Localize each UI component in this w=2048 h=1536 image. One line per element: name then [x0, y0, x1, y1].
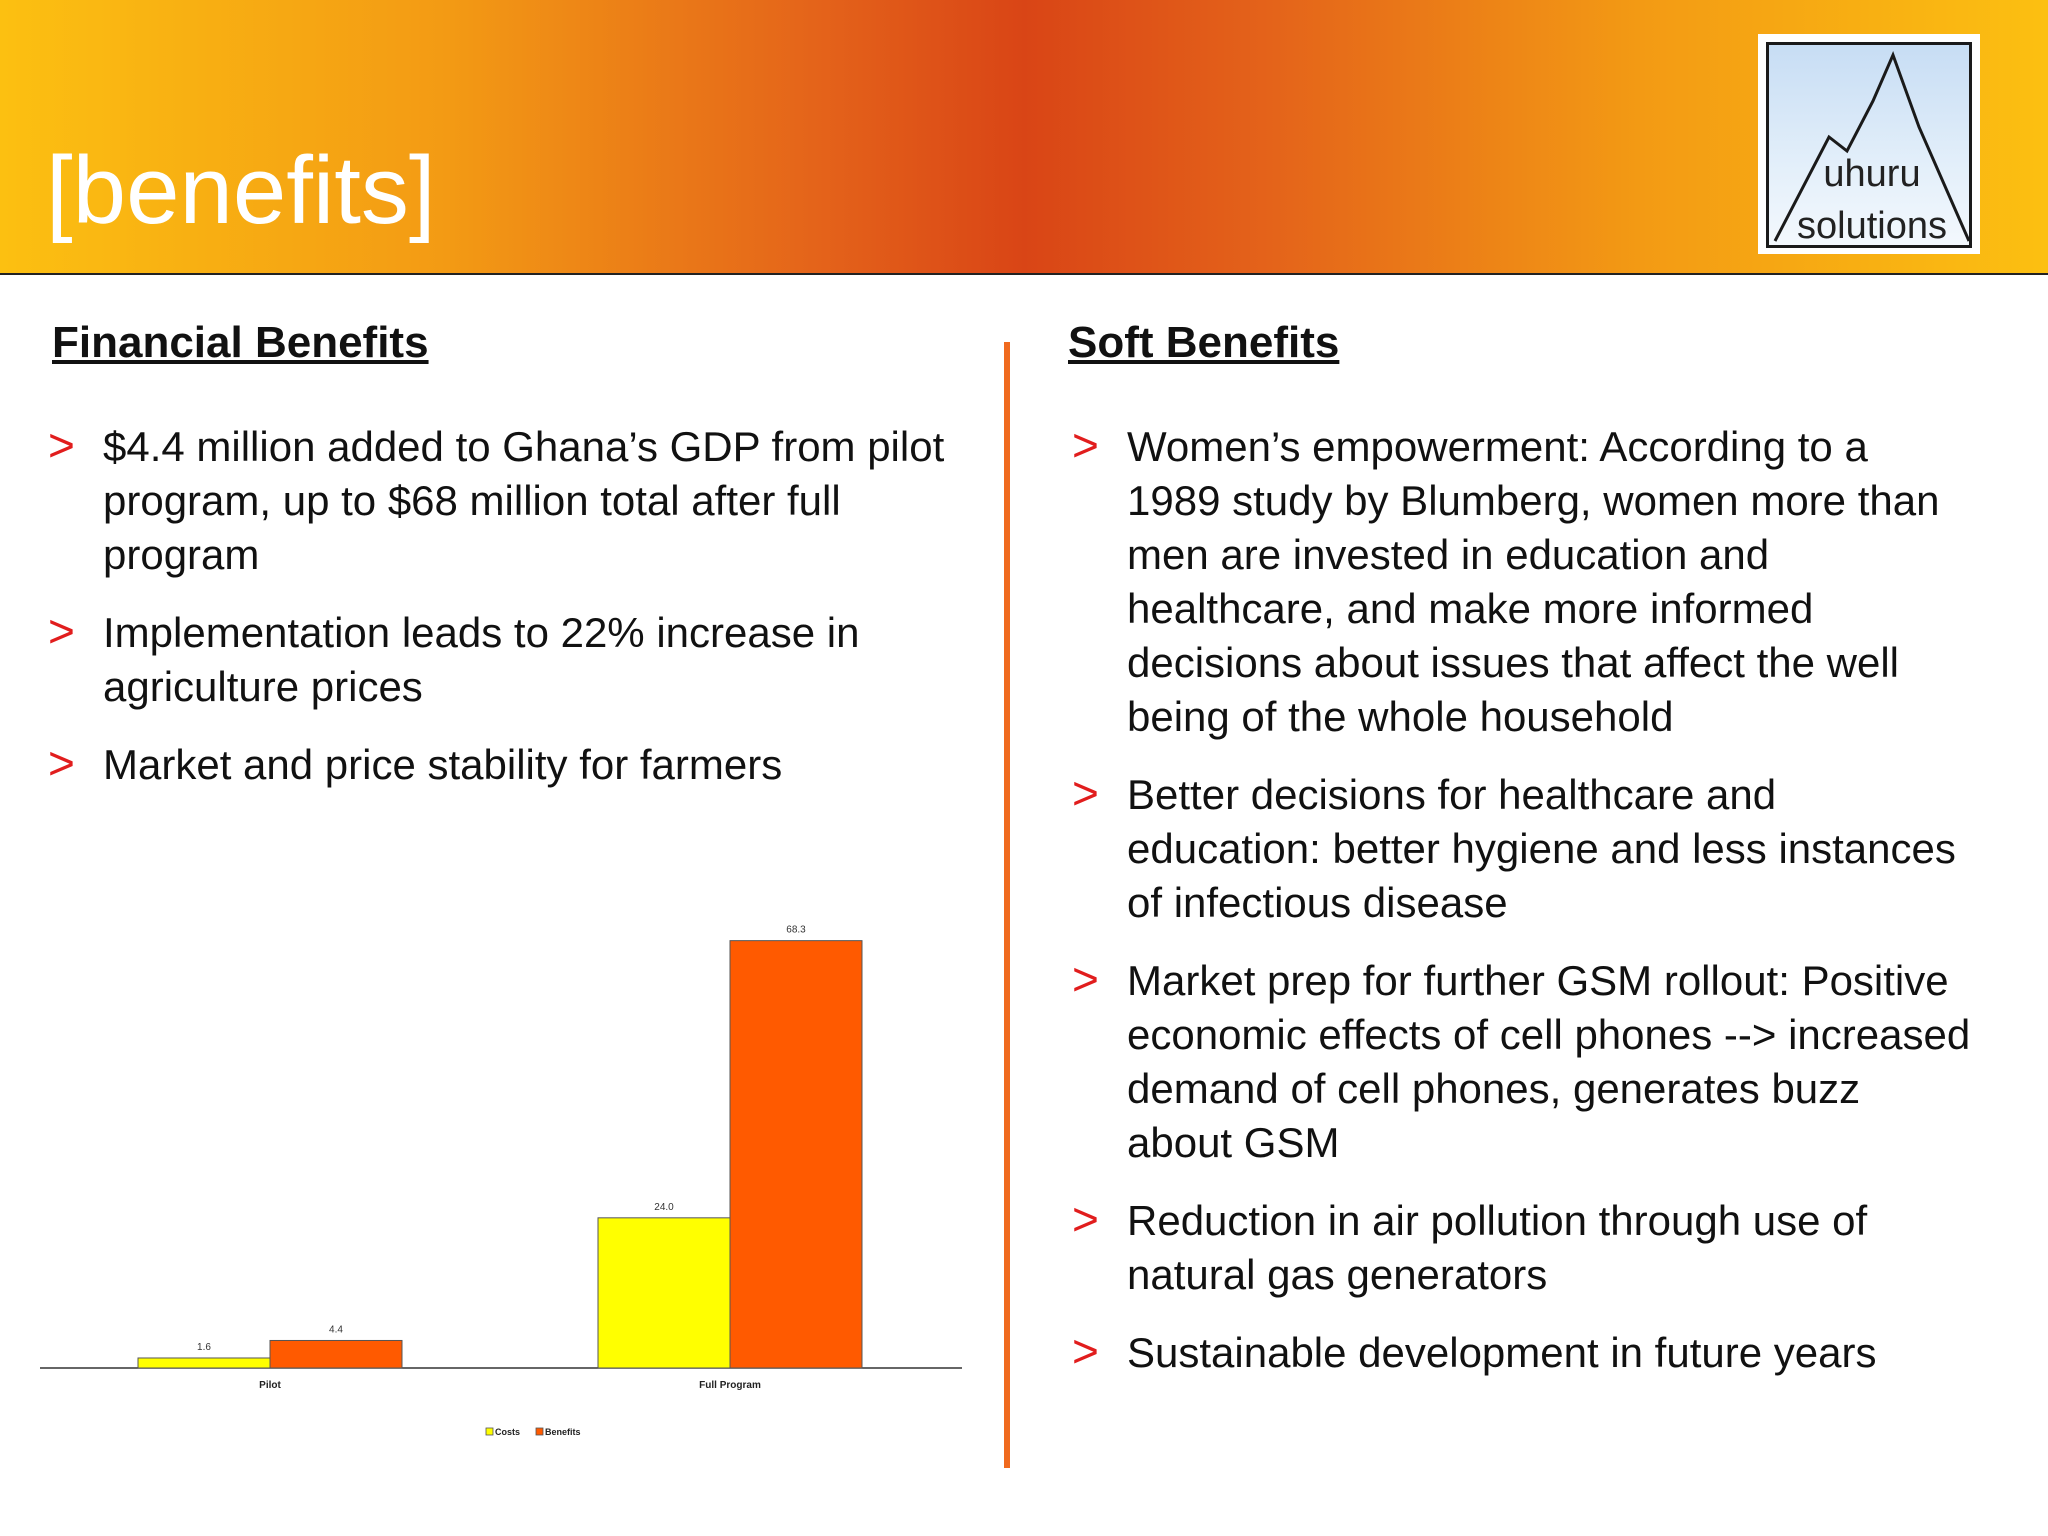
list-item: > Implementation leads to 22% increase in…	[48, 605, 948, 714]
list-item-text: Better decisions for healthcare and educ…	[1127, 771, 1956, 926]
x-tick-label: Full Program	[699, 1380, 761, 1391]
list-item-text: Women’s empowerment: According to a 1989…	[1127, 423, 1940, 740]
bullet-arrow-icon: >	[48, 605, 75, 657]
logo-text-line1: uhuru	[1823, 153, 1921, 195]
list-item: > Market prep for further GSM rollout: Po…	[1072, 953, 1972, 1170]
mountain-icon	[1773, 50, 1971, 242]
bar-costs	[597, 1217, 731, 1369]
bullet-arrow-icon: >	[1072, 1325, 1099, 1377]
data-label: 4.4	[329, 1324, 343, 1335]
uhuru-solutions-logo: uhuru solutions	[1758, 34, 1980, 254]
data-label: 1.6	[197, 1342, 211, 1353]
bar-costs	[137, 1357, 271, 1369]
legend-label: Benefits	[545, 1427, 581, 1437]
column-divider	[1004, 342, 1010, 1468]
logo-text-line2: solutions	[1797, 205, 1947, 247]
bullet-arrow-icon: >	[1072, 953, 1099, 1005]
bar-benefits	[729, 940, 863, 1369]
logo-frame: uhuru solutions	[1766, 42, 1972, 248]
soft-benefits-list: > Women’s empowerment: According to a 198…	[1072, 419, 1972, 1404]
list-item-text: Reduction in air pollution through use o…	[1127, 1197, 1868, 1298]
list-item-text: Market prep for further GSM rollout: Pos…	[1127, 957, 1971, 1166]
bar-benefits	[269, 1339, 403, 1369]
list-item-text: Implementation leads to 22% increase in …	[103, 609, 860, 710]
costs-benefits-bar-chart: 1.6 4.4 Pilot 24.0 68.3 Full Program Costs Bene…	[40, 925, 962, 1437]
slide-title: [benefits]	[46, 137, 436, 244]
bullet-arrow-icon: >	[1072, 419, 1099, 471]
list-item: > Better decisions for healthcare and edu…	[1072, 767, 1972, 930]
bullet-arrow-icon: >	[48, 419, 75, 471]
data-label: 24.0	[654, 1202, 674, 1213]
bullet-arrow-icon: >	[1072, 767, 1099, 819]
list-item-text: $4.4 million added to Ghana’s GDP from p…	[103, 423, 945, 578]
legend-swatch	[485, 1427, 494, 1436]
list-item: > Reduction in air pollution through use …	[1072, 1193, 1972, 1302]
list-item-text: Market and price stability for farmers	[103, 741, 783, 788]
list-item-text: Sustainable development in future years	[1127, 1329, 1877, 1376]
list-item: > Market and price stability for farmers	[48, 737, 948, 792]
soft-benefits-heading: Soft Benefits	[1068, 318, 1340, 367]
bullet-arrow-icon: >	[1072, 1193, 1099, 1245]
legend-swatch	[535, 1427, 544, 1436]
financial-benefits-heading: Financial Benefits	[52, 318, 429, 367]
x-tick-label: Pilot	[259, 1380, 281, 1391]
financial-benefits-list: > $4.4 million added to Ghana’s GDP from …	[48, 419, 948, 816]
list-item: > Sustainable development in future years	[1072, 1325, 1972, 1380]
legend-label: Costs	[495, 1427, 520, 1437]
title-banner: [benefits] uhuru solutions	[0, 0, 2048, 275]
list-item: > Women’s empowerment: According to a 198…	[1072, 419, 1972, 744]
data-label: 68.3	[786, 925, 806, 936]
list-item: > $4.4 million added to Ghana’s GDP from …	[48, 419, 948, 582]
bullet-arrow-icon: >	[48, 737, 75, 789]
